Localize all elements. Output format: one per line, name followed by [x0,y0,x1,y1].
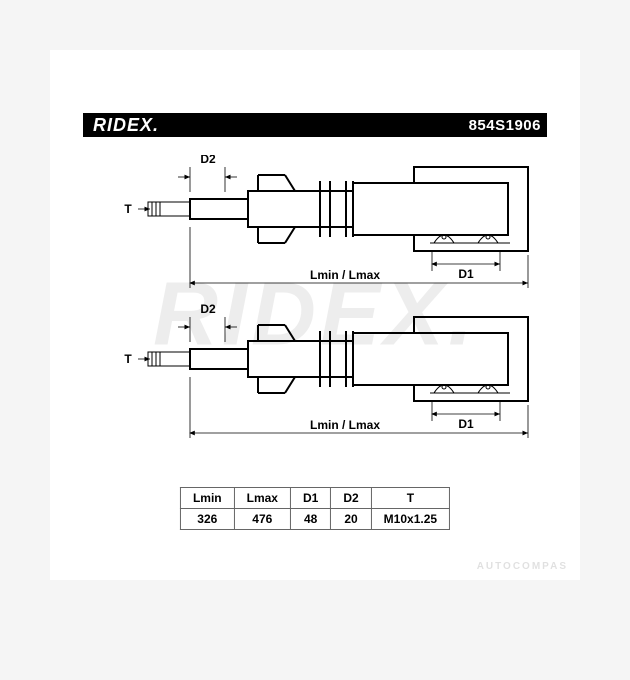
d1-label-bottom: D1 [458,417,474,431]
shock-absorber-diagram: D2 T [90,155,540,475]
val-t: M10x1.25 [371,509,449,530]
part-number: 854S1906 [469,117,541,134]
col-lmin: Lmin [180,488,234,509]
brand-logo: RIDEX. [93,115,159,136]
shock-bottom-view: D2 T [124,302,528,438]
col-t: T [371,488,449,509]
col-d2: D2 [331,488,371,509]
val-d1: 48 [290,509,330,530]
table-header-row: Lmin Lmax D1 D2 T [180,488,449,509]
footer-watermark: AUTOCOMPAS [477,561,568,572]
d1-label-top: D1 [458,267,474,281]
col-d1: D1 [290,488,330,509]
lminmax-label-top: Lmin / Lmax [310,268,380,282]
header-bar: RIDEX. 854S1906 [83,113,547,137]
spec-table: Lmin Lmax D1 D2 T 326 476 48 20 M10x1.25 [180,487,450,530]
lminmax-label-bottom: Lmin / Lmax [310,418,380,432]
col-lmax: Lmax [234,488,290,509]
t-label-bottom: T [124,352,132,366]
t-label-top: T [124,202,132,216]
shock-top-view: D2 T [124,155,528,288]
d2-label-bottom: D2 [200,302,216,316]
val-lmax: 476 [234,509,290,530]
val-d2: 20 [331,509,371,530]
val-lmin: 326 [180,509,234,530]
page: RIDEX. 854S1906 RIDEX. D2 [50,50,580,580]
technical-drawing: D2 T [90,155,540,475]
table-value-row: 326 476 48 20 M10x1.25 [180,509,449,530]
d2-label-top: D2 [200,155,216,166]
